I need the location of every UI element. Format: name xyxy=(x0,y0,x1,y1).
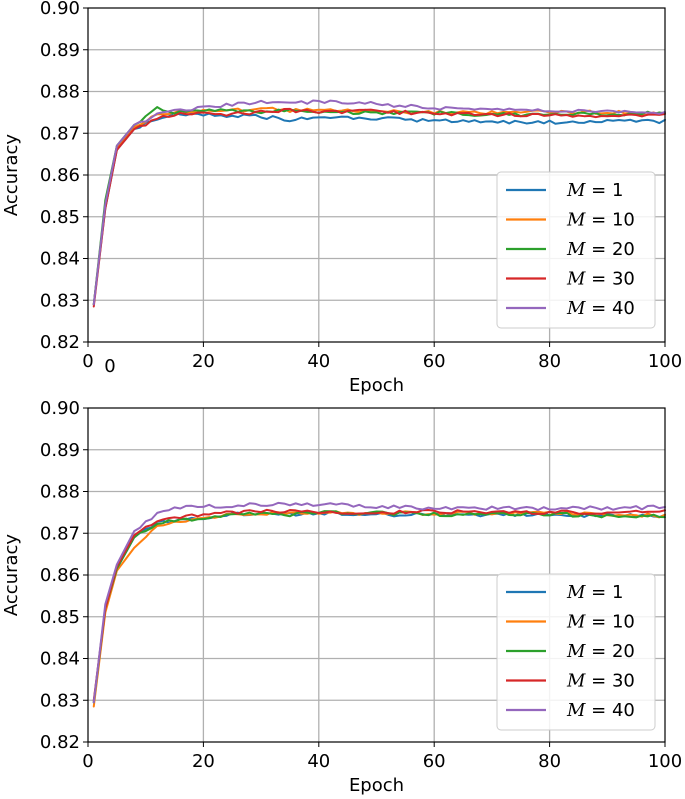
y-tick-label: 0.87 xyxy=(40,123,80,144)
series-group xyxy=(92,501,666,708)
y-axis: 0.82 0.83 0.84 0.85 0.86 0.87 0.88 0.89 0.90 xyxy=(40,398,88,753)
legend-label-m20: M = 20 xyxy=(566,239,635,260)
y-tick-label: 0.90 xyxy=(40,0,80,19)
legend-label-m30: M = 30 xyxy=(566,671,635,692)
legend-label-m40: M = 40 xyxy=(566,298,635,319)
y-tick-label: 0.84 xyxy=(40,649,80,670)
legend-label-m10: M = 10 xyxy=(566,612,635,633)
y-tick-label: 0.82 xyxy=(40,332,80,353)
y-tick-label: 0.85 xyxy=(40,207,80,228)
x-axis: 0 20 40 60 80 100 xyxy=(82,742,682,772)
y-axis-label: Accuracy xyxy=(1,134,22,217)
legend: M = 1 M = 10 M = 20 M = 30 M = 40 xyxy=(496,573,656,731)
x-tick-label: 60 xyxy=(423,351,446,372)
stray-zero-label: 0 xyxy=(104,356,115,377)
x-tick-label: 0 xyxy=(82,351,93,372)
series-line-m30 xyxy=(92,107,666,308)
y-tick-label: 0.85 xyxy=(40,607,80,628)
x-tick-label: 100 xyxy=(648,751,682,772)
y-tick-label: 0.82 xyxy=(40,732,80,753)
y-axis-label: Accuracy xyxy=(1,534,22,617)
y-tick-label: 0.84 xyxy=(40,249,80,270)
legend-label-m10: M = 10 xyxy=(566,210,635,231)
y-tick-label: 0.83 xyxy=(40,690,80,711)
y-tick-label: 0.86 xyxy=(40,165,80,186)
legend-label-m40: M = 40 xyxy=(566,700,635,721)
y-tick-label: 0.87 xyxy=(40,523,80,544)
legend-label-m1: M = 1 xyxy=(566,180,623,201)
y-tick-label: 0.90 xyxy=(40,398,80,419)
x-tick-label: 80 xyxy=(538,751,561,772)
grid xyxy=(88,8,665,342)
x-axis-label: Epoch xyxy=(349,775,404,796)
y-tick-label: 0.88 xyxy=(40,82,80,103)
x-tick-label: 80 xyxy=(538,351,561,372)
legend-box xyxy=(496,573,656,731)
x-tick-label: 100 xyxy=(648,351,682,372)
y-tick-label: 0.89 xyxy=(40,440,80,461)
y-tick-label: 0.86 xyxy=(40,565,80,586)
y-axis: 0.82 0.83 0.84 0.85 0.86 0.87 0.88 0.89 0.90 xyxy=(40,0,88,353)
legend-label-m20: M = 20 xyxy=(566,641,635,662)
x-axis: 0 20 40 60 80 100 xyxy=(82,342,682,372)
x-tick-label: 20 xyxy=(192,751,215,772)
x-axis-label: Epoch xyxy=(349,375,404,396)
series-line-m20 xyxy=(92,510,666,704)
x-tick-label: 40 xyxy=(307,751,330,772)
x-tick-label: 60 xyxy=(423,751,446,772)
legend-label-m1: M = 1 xyxy=(566,582,623,603)
x-tick-label: 20 xyxy=(192,351,215,372)
y-tick-label: 0.89 xyxy=(40,40,80,61)
legend-box xyxy=(496,171,656,329)
x-tick-label: 40 xyxy=(307,351,330,372)
series-group xyxy=(92,99,666,308)
y-tick-label: 0.83 xyxy=(40,290,80,311)
top-chart-panel: 0 20 40 60 80 100 0.82 0.83 0.84 0.85 0.86 0.87 0.88… xyxy=(1,0,682,396)
x-tick-label: 0 xyxy=(82,751,93,772)
series-line-m40 xyxy=(92,99,666,306)
legend: M = 1 M = 10 M = 20 M = 30 M = 40 xyxy=(496,171,656,329)
series-line-m40 xyxy=(92,501,666,704)
y-tick-label: 0.88 xyxy=(40,482,80,503)
bottom-chart-panel: 0 20 40 60 80 100 0.82 0.83 0.84 0.85 0.86 0.87 0.88… xyxy=(1,398,682,796)
legend-label-m30: M = 30 xyxy=(566,269,635,290)
series-line-m30 xyxy=(92,508,666,702)
